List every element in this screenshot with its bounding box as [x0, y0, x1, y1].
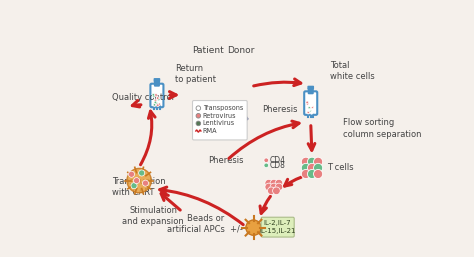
Point	[310, 112, 316, 115]
Circle shape	[264, 163, 269, 168]
Circle shape	[152, 95, 155, 97]
Point	[310, 115, 316, 118]
Point	[154, 108, 160, 111]
Circle shape	[196, 106, 201, 111]
Circle shape	[306, 102, 309, 105]
Circle shape	[270, 179, 278, 187]
Circle shape	[127, 168, 151, 193]
FancyBboxPatch shape	[154, 79, 160, 81]
Circle shape	[265, 183, 273, 191]
Text: Patient: Patient	[192, 46, 224, 55]
Circle shape	[308, 169, 317, 179]
Text: Total
white cells: Total white cells	[330, 61, 374, 81]
Text: T cells: T cells	[327, 163, 354, 172]
Point	[157, 104, 163, 107]
Circle shape	[306, 101, 309, 104]
Circle shape	[308, 107, 310, 109]
Circle shape	[312, 111, 315, 113]
FancyBboxPatch shape	[192, 100, 247, 140]
Text: IL-2,IL-7
IL-15,IL-21: IL-2,IL-7 IL-15,IL-21	[259, 220, 296, 234]
Text: CD8: CD8	[270, 161, 286, 170]
Text: Beads or
artificial APCs  +/-: Beads or artificial APCs +/-	[167, 214, 243, 234]
Circle shape	[308, 157, 317, 166]
Circle shape	[156, 97, 159, 99]
Circle shape	[158, 103, 161, 106]
FancyBboxPatch shape	[308, 86, 313, 89]
Circle shape	[275, 183, 283, 191]
Circle shape	[196, 114, 201, 118]
Text: Transduction
with CART: Transduction with CART	[112, 177, 166, 197]
Circle shape	[309, 101, 311, 104]
Text: RMA: RMA	[203, 128, 217, 134]
Circle shape	[310, 112, 313, 114]
Text: Donor: Donor	[227, 46, 255, 55]
Point	[305, 112, 311, 115]
Circle shape	[154, 101, 157, 104]
Point	[154, 104, 160, 107]
Circle shape	[156, 104, 159, 107]
FancyBboxPatch shape	[150, 84, 164, 107]
Circle shape	[142, 180, 148, 186]
Point	[157, 108, 163, 111]
Circle shape	[131, 183, 137, 189]
Point	[152, 108, 157, 111]
Circle shape	[307, 111, 310, 114]
Point	[152, 104, 157, 107]
Point	[308, 115, 314, 118]
Point	[308, 112, 314, 115]
Circle shape	[152, 94, 155, 96]
Circle shape	[264, 158, 269, 163]
FancyBboxPatch shape	[309, 88, 313, 94]
Text: Retrovirus: Retrovirus	[203, 113, 236, 119]
Circle shape	[196, 121, 201, 126]
Circle shape	[273, 187, 280, 195]
Circle shape	[313, 163, 323, 172]
Text: Pheresis: Pheresis	[208, 156, 243, 165]
FancyBboxPatch shape	[261, 217, 294, 237]
Text: Quality control: Quality control	[112, 94, 174, 103]
FancyBboxPatch shape	[155, 80, 159, 86]
Circle shape	[309, 110, 311, 112]
Circle shape	[301, 157, 310, 166]
FancyBboxPatch shape	[237, 109, 245, 123]
FancyBboxPatch shape	[204, 102, 212, 115]
Circle shape	[155, 102, 158, 105]
Circle shape	[265, 179, 273, 187]
Circle shape	[153, 104, 156, 106]
Text: Pheresis: Pheresis	[263, 105, 298, 114]
Circle shape	[267, 187, 275, 195]
Circle shape	[311, 106, 314, 108]
Text: Flow sorting
column separation: Flow sorting column separation	[343, 118, 421, 139]
Point	[305, 115, 311, 118]
Circle shape	[301, 163, 310, 172]
Text: Transposons: Transposons	[203, 105, 243, 111]
Text: Return
to patient: Return to patient	[175, 64, 216, 84]
Circle shape	[313, 157, 323, 166]
Circle shape	[153, 103, 156, 106]
Circle shape	[313, 169, 323, 179]
Circle shape	[157, 98, 160, 101]
Circle shape	[155, 94, 157, 96]
Circle shape	[205, 100, 210, 105]
Text: CD4: CD4	[270, 156, 286, 165]
Circle shape	[310, 104, 313, 107]
Text: Lentivirus: Lentivirus	[203, 121, 235, 126]
Circle shape	[308, 109, 310, 111]
Circle shape	[246, 220, 261, 235]
FancyBboxPatch shape	[304, 91, 317, 115]
Circle shape	[138, 170, 145, 176]
Circle shape	[238, 107, 243, 112]
Circle shape	[275, 179, 283, 187]
Text: Stimulation
and expansion: Stimulation and expansion	[122, 206, 184, 226]
Circle shape	[308, 163, 317, 172]
Circle shape	[270, 183, 278, 191]
Circle shape	[154, 99, 157, 102]
Circle shape	[134, 178, 140, 184]
Circle shape	[307, 111, 310, 114]
Circle shape	[301, 169, 310, 179]
Circle shape	[128, 171, 135, 177]
